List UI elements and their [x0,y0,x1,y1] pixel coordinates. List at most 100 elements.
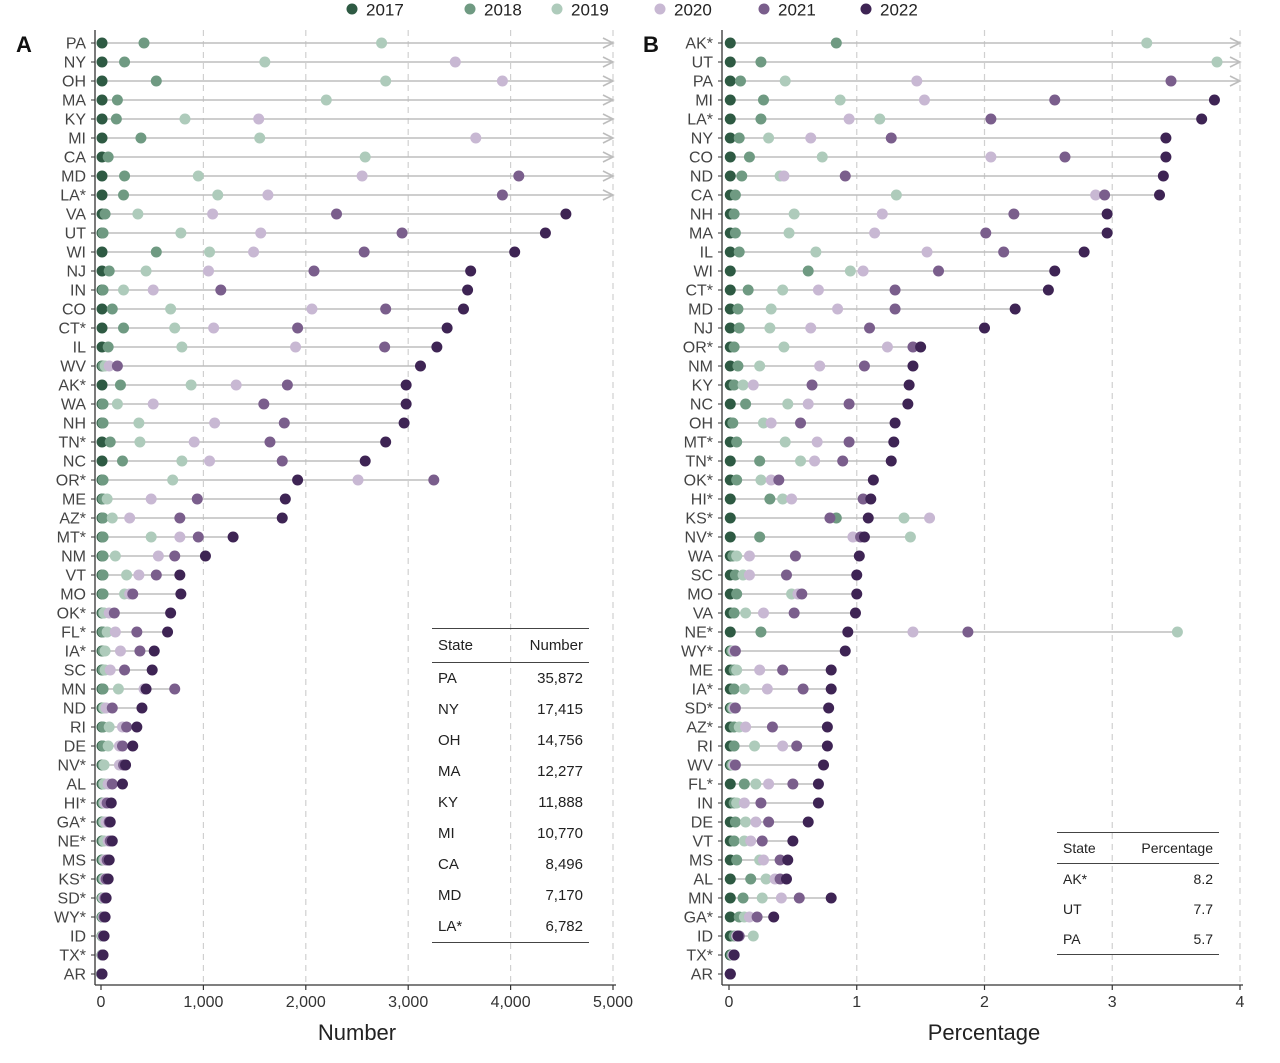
data-row: CO [62,302,469,319]
x-tick-label: 5,000 [593,994,633,1011]
state-label: TN* [58,435,86,452]
data-row: RI [697,739,833,756]
point-2017 [724,360,736,372]
point-2022 [1208,94,1220,106]
point-2022 [97,949,109,961]
point-2022 [839,645,851,657]
point-2021 [192,531,204,543]
point-2022 [398,417,410,429]
data-row: ME [62,492,291,509]
data-row: CT* [685,283,1054,300]
point-2019 [757,417,769,429]
inset-value-cell: 14,756 [537,732,583,749]
off-scale-arrow [602,94,615,106]
state-label: MI [695,93,713,110]
point-2022 [858,531,870,543]
data-row: CA [64,150,615,167]
data-row: AR [691,967,736,984]
state-label: PA [66,36,86,53]
state-label: MS [689,853,713,870]
point-2018 [97,588,109,600]
point-2021 [292,322,304,334]
point-2021 [215,284,227,296]
inset-value-cell: 5.7 [1113,924,1219,955]
point-2018 [737,892,749,904]
data-row: ME [689,663,837,680]
point-2022 [787,835,799,847]
point-2022 [1157,170,1169,182]
data-row: MS [62,853,115,870]
inset-value-cell: 12,277 [537,763,583,780]
data-row: IN [697,796,824,813]
point-2022 [1101,208,1113,220]
point-2017 [96,246,108,258]
state-label: ID [70,929,86,946]
data-row: OR* [683,340,927,357]
point-2019 [731,550,743,562]
point-2019 [212,189,224,201]
point-2018 [728,379,740,391]
point-2019 [788,208,800,220]
point-2019 [320,94,332,106]
point-2021 [150,569,162,581]
point-2022 [812,797,824,809]
data-row: NC [63,454,371,471]
data-row: OK* [684,473,879,490]
x-axis-title: Percentage [928,1020,1041,1045]
data-row: MA [62,93,615,110]
point-2021 [763,816,775,828]
point-2019 [750,778,762,790]
point-2021 [174,512,186,524]
point-2019 [765,303,777,315]
point-2017 [724,151,736,163]
point-2018 [97,474,109,486]
state-label: WI [693,264,713,281]
state-label: KS* [685,511,713,528]
state-label: GA* [57,815,86,832]
point-2022 [1078,246,1090,258]
point-2018 [736,170,748,182]
data-row: AL [66,777,129,794]
point-2019 [179,113,191,125]
point-2018 [99,208,111,220]
point-2022 [768,911,780,923]
point-2020 [356,170,368,182]
data-row: RI [70,720,143,737]
point-2018 [106,303,118,315]
data-row: KS* [685,511,936,528]
point-2017 [724,493,736,505]
x-tick-label: 3 [1108,994,1117,1011]
state-label: UT [65,226,87,243]
point-2017 [96,379,108,391]
point-2020 [745,835,757,847]
point-2021 [729,645,741,657]
point-2019 [165,303,177,315]
point-2020 [114,645,126,657]
point-2020 [109,626,121,638]
panel-a: A 0 1,000 2,000 3,000 4,000 5,000 Number PA NY OH M… [16,30,633,1045]
point-2020 [147,398,159,410]
point-2020 [847,531,859,543]
point-2019 [834,94,846,106]
point-2021 [169,550,181,562]
point-2020 [209,417,221,429]
point-2022 [979,322,990,334]
point-2019 [1211,56,1223,68]
point-2020 [985,151,997,163]
legend-label-2017: 2017 [366,1,404,20]
point-2020 [754,664,766,676]
point-2020 [204,455,216,467]
point-2020 [352,474,364,486]
point-2020 [809,455,821,467]
state-label: NV* [58,758,86,775]
inset-row: NY 17,415 [432,694,589,725]
point-2022 [140,683,152,695]
point-2021 [980,227,992,239]
point-2021 [985,113,997,125]
point-2020 [761,683,773,695]
point-2019 [731,797,743,809]
data-row: MA [689,226,1113,243]
legend-marker-2022 [860,3,872,15]
off-scale-arrow [602,56,615,68]
data-row: CA [691,188,1166,205]
